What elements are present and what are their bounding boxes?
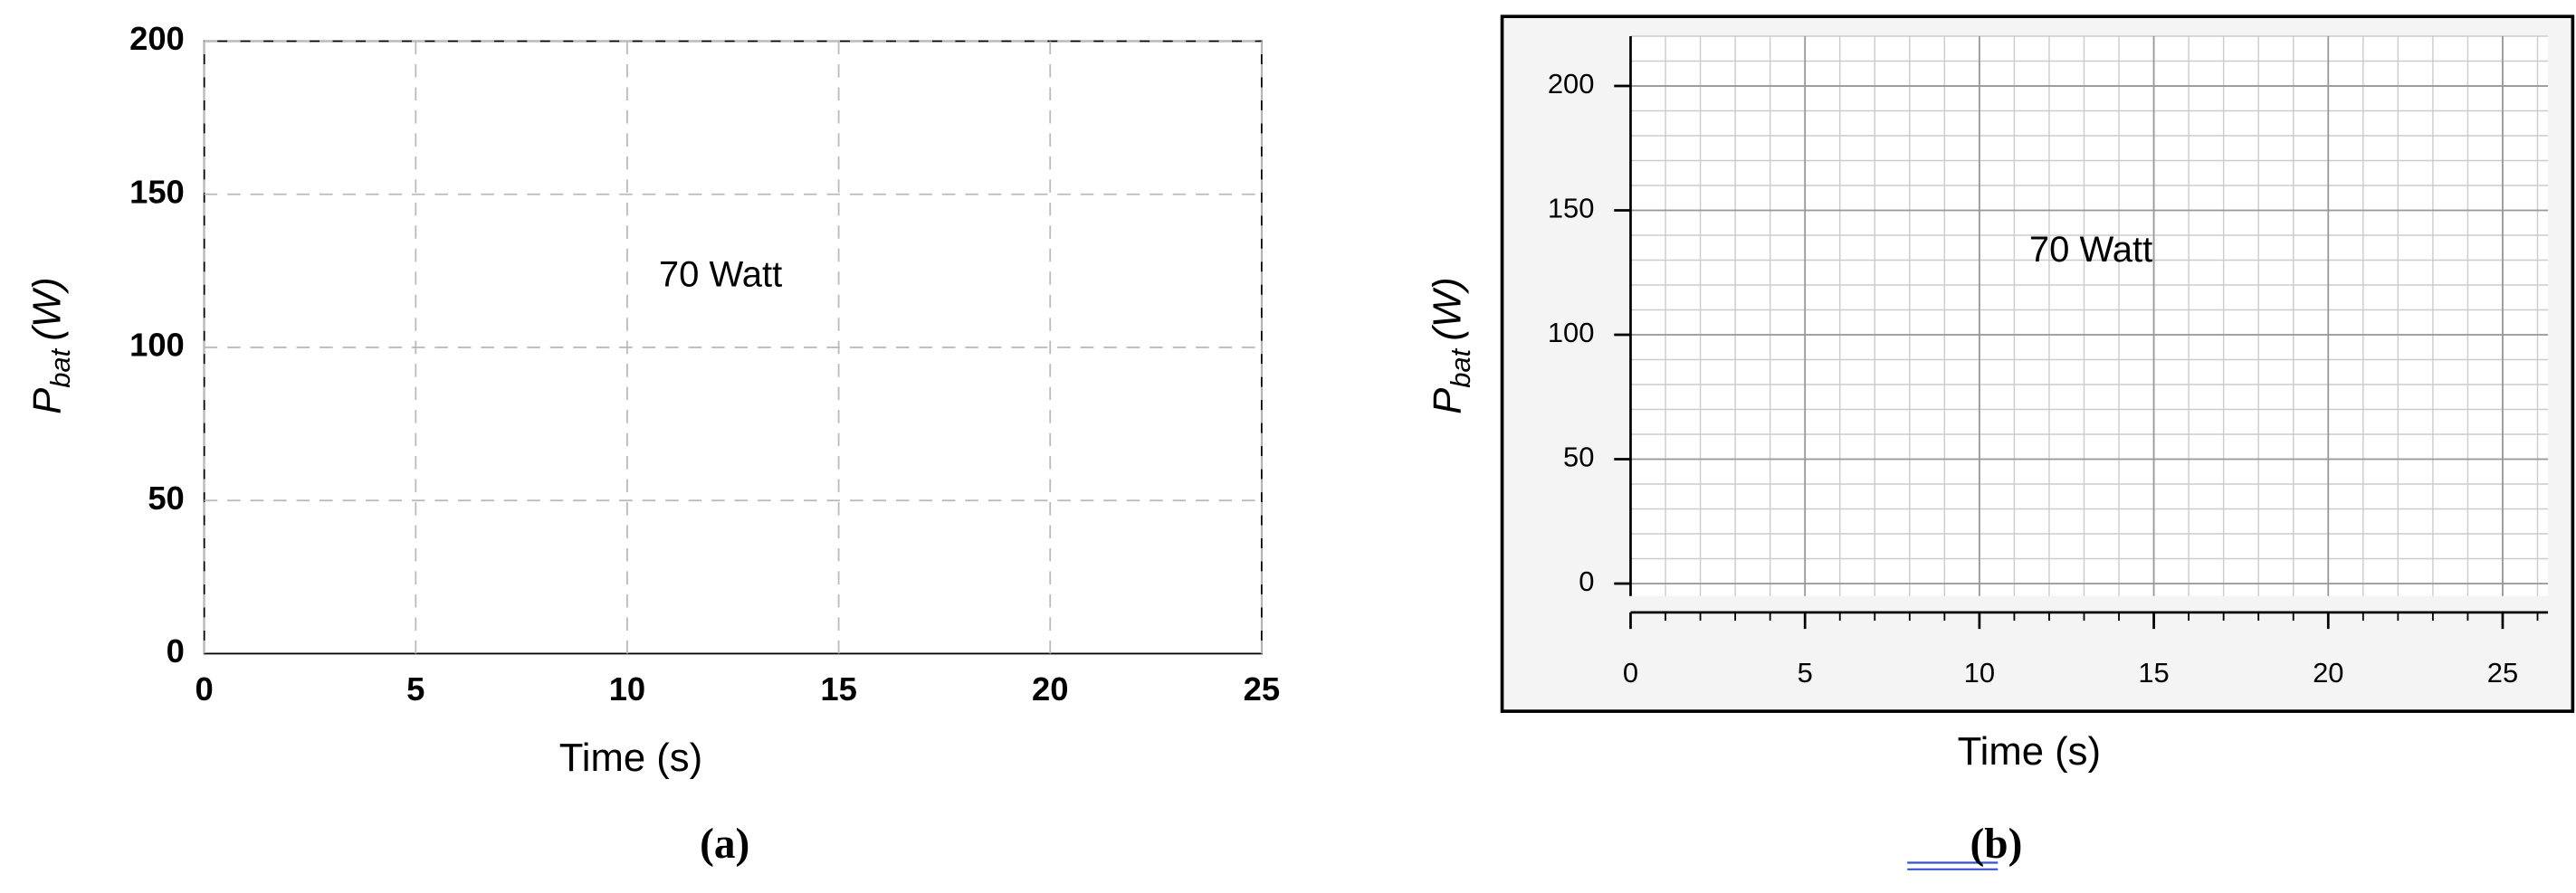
y-tick-label: 50 [148, 480, 184, 517]
x-tick-label: 15 [2138, 657, 2169, 689]
x-tick-label: 15 [820, 670, 856, 708]
x-tick-label: 5 [406, 670, 425, 708]
x-axis-title: Time (s) [1958, 729, 2101, 774]
x-axis-title: Time (s) [559, 736, 702, 780]
y-tick-label: 50 [1563, 442, 1594, 473]
y-tick-label: 200 [129, 20, 185, 57]
y-title-unit: (W) [1425, 277, 1469, 340]
x-tick-label: 10 [1964, 657, 1995, 689]
x-tick-label: 20 [2313, 657, 2343, 689]
y-tick-label: 150 [129, 173, 185, 210]
y-tick-label: 0 [167, 632, 185, 670]
x-tick-label: 5 [1798, 657, 1813, 689]
y-tick-label: 150 [1548, 193, 1595, 224]
x-tick-label: 0 [1623, 657, 1638, 689]
x-tick-label: 0 [196, 670, 214, 708]
y-title-unit: (W) [24, 277, 69, 340]
x-tick-label: 25 [2487, 657, 2518, 689]
plot-area [203, 40, 1263, 655]
y-tick-label: 200 [1548, 68, 1595, 100]
plot-area [1630, 36, 2549, 596]
y-tick-label: 100 [1548, 317, 1595, 348]
caption: (a) [700, 821, 749, 868]
caption: (b) [1970, 821, 2023, 868]
annotation: 70 Watt [2029, 230, 2152, 270]
y-axis-title: Pbat (W) [1425, 277, 1476, 414]
y-title-symbol: P [1425, 388, 1469, 414]
y-title-subscript: bat [44, 347, 76, 387]
y-tick-label: 100 [129, 327, 185, 364]
x-tick-label: 20 [1032, 670, 1068, 708]
y-axis-title: Pbat (W) [24, 277, 76, 414]
annotation: 70 Watt [659, 254, 782, 294]
y-title-subscript: bat [1445, 347, 1476, 387]
x-tick-label: 10 [609, 670, 645, 708]
x-tick-label: 25 [1244, 670, 1280, 708]
y-title-symbol: P [24, 388, 69, 414]
y-tick-label: 0 [1579, 565, 1594, 597]
